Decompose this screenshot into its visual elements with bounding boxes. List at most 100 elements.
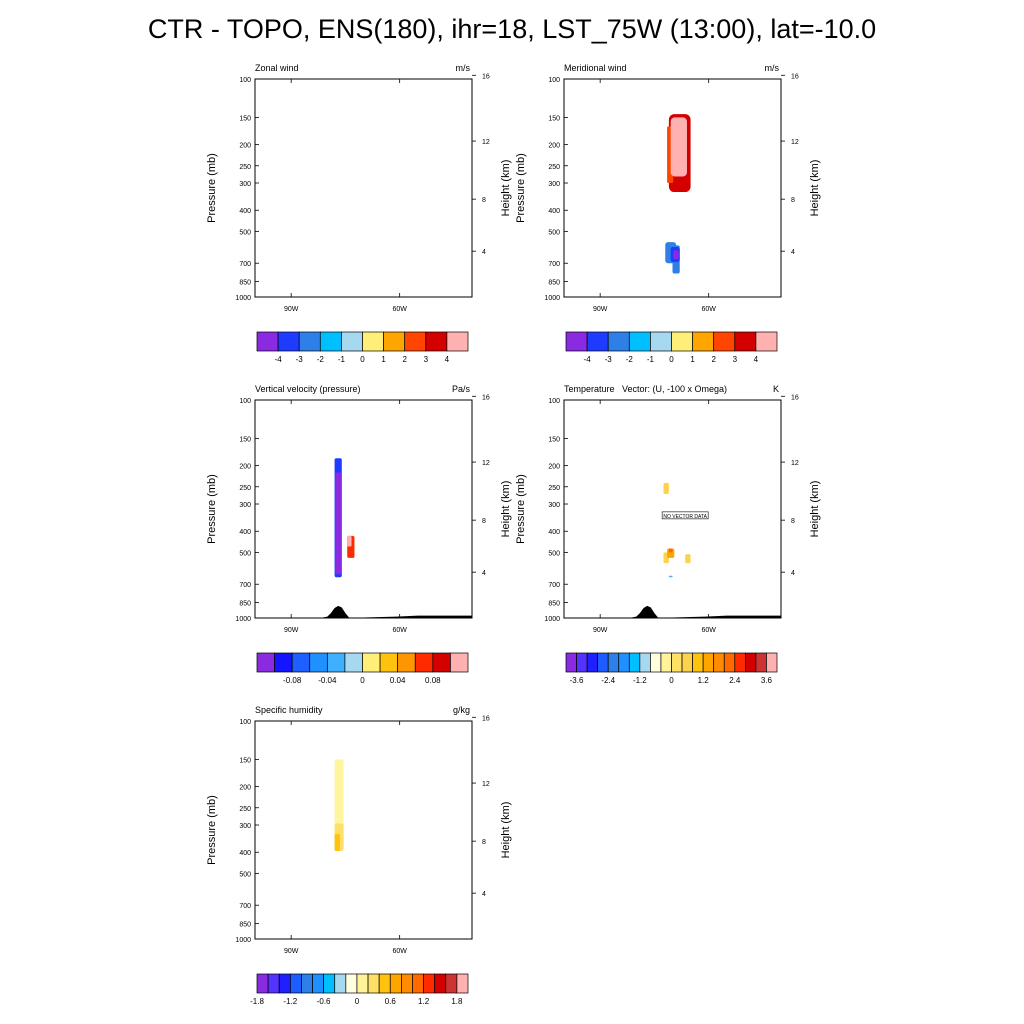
data-cell [335,472,342,575]
pressure-tick-label: 250 [548,485,560,492]
height-tick-label: 16 [482,73,490,80]
pressure-tick-label: 700 [239,261,251,268]
pressure-tick-label: 500 [239,229,251,236]
colorbar-box [671,652,683,673]
pressure-tick-label: 300 [239,181,251,188]
panel-units: g/kg [453,705,470,715]
colorbar-box [274,652,293,673]
colorbar-label: -3.6 [570,676,584,685]
lon-tick-label: 90W [284,948,299,955]
colorbar-box [341,331,363,352]
colorbar-box [434,973,447,994]
height-tick-label: 8 [791,197,795,204]
pressure-tick-label: 400 [548,529,560,536]
colorbar: -1.8 -1.2 -0.6 0 0.6 1.2 1.8 [250,973,469,1006]
y-axis-label-pressure: Pressure (mb) [515,153,527,223]
pressure-tick-label: 300 [239,823,251,830]
colorbar-box [576,652,588,673]
y-axis-label-height: Height (km) [809,160,821,217]
colorbar-box [565,652,577,673]
y-axis-label-height: Height (km) [500,802,512,859]
pressure-tick-label: 150 [239,115,251,122]
lon-tick-label: 60W [392,948,407,955]
colorbar-box [618,652,630,673]
pressure-tick-label: 400 [548,208,560,215]
colorbar-label: 1 [381,355,386,364]
colorbar-label: -2.4 [601,676,615,685]
colorbar-box [267,973,280,994]
colorbar-box [734,331,757,352]
pressure-tick-label: 200 [548,464,560,471]
colorbar-box [367,973,380,994]
colorbar-label: 0.08 [425,676,441,685]
pressure-tick-label: 250 [239,164,251,171]
colorbar-box [432,652,451,673]
colorbar-box [650,331,672,352]
lon-tick-label: 60W [701,306,716,313]
pressure-tick-label: 850 [548,601,560,608]
colorbar-box [628,331,651,352]
colorbar-box [309,652,328,673]
colorbar-box [412,973,424,994]
pressure-tick-label: 150 [548,436,560,443]
y-axis-label-pressure: Pressure (mb) [206,795,218,865]
height-tick-label: 16 [791,394,799,401]
colorbar-label: 0 [355,997,360,1006]
panel-meridional-wind: 100150200250300400500700850100016128490W… [515,63,821,364]
colorbar-box [446,331,469,352]
pressure-tick-label: 300 [239,502,251,509]
colorbar-box [383,331,406,352]
colorbar-label: 2.4 [729,676,741,685]
pressure-tick-label: 200 [239,143,251,150]
lon-tick-label: 90W [284,306,299,313]
panel-temperature: 100 150 200 250 300 400 500 700 850 1000 16 12 8 4 90W… [515,384,821,685]
colorbar-box [628,652,641,673]
data-cell [670,117,687,177]
colorbar-box [639,652,651,673]
colorbar-label: 2 [711,355,716,364]
height-tick-label: 8 [482,197,486,204]
panel-units: m/s [765,63,780,73]
pressure-tick-label: 400 [239,529,251,536]
colorbar-box [671,331,693,352]
colorbar-label: -3 [605,355,613,364]
height-tick-label: 12 [791,460,799,467]
colorbar-box [456,973,469,994]
pressure-tick-label: 250 [548,164,560,171]
colorbar-box [323,973,336,994]
pressure-tick-label: 700 [548,582,560,589]
colorbar-box [326,652,346,673]
height-tick-label: 4 [791,570,795,577]
colorbar-box [301,973,313,994]
colorbar-box [723,652,736,673]
colorbar-label: -1 [647,355,655,364]
colorbar-label: 4 [445,355,450,364]
colorbar-label: 3 [733,355,738,364]
pressure-tick-label: 150 [239,757,251,764]
colorbar-label: 0 [669,676,674,685]
colorbar-label: 3 [424,355,429,364]
colorbar-box [278,973,291,994]
colorbar-box [755,331,778,352]
colorbar-label: 3.6 [761,676,773,685]
colorbar-label: 4 [754,355,759,364]
y-axis-label-height: Height (km) [809,481,821,538]
pressure-tick-label: 1000 [235,616,251,623]
pressure-tick-label: 500 [548,229,560,236]
height-tick-label: 8 [791,518,795,525]
lon-tick-label: 90W [284,627,299,634]
pressure-tick-label: 300 [548,181,560,188]
lon-tick-label: 60W [392,627,407,634]
y-axis-label-pressure: Pressure (mb) [206,474,218,544]
pressure-tick-label: 1000 [544,295,560,302]
terrain-silhouette [255,605,472,618]
pressure-tick-label: 150 [548,115,560,122]
pressure-tick-label: 1000 [235,937,251,944]
no-vector-data-label: NO VECTOR DATA [663,514,707,520]
panel-specific-humidity: 100 150 200 250 300 400 500 700 850 1000 16 12 8 4 90W… [206,705,512,1006]
colorbar-box [404,331,427,352]
colorbar-box [597,652,609,673]
colorbar-box [565,331,588,352]
panel-units: K [773,384,779,394]
